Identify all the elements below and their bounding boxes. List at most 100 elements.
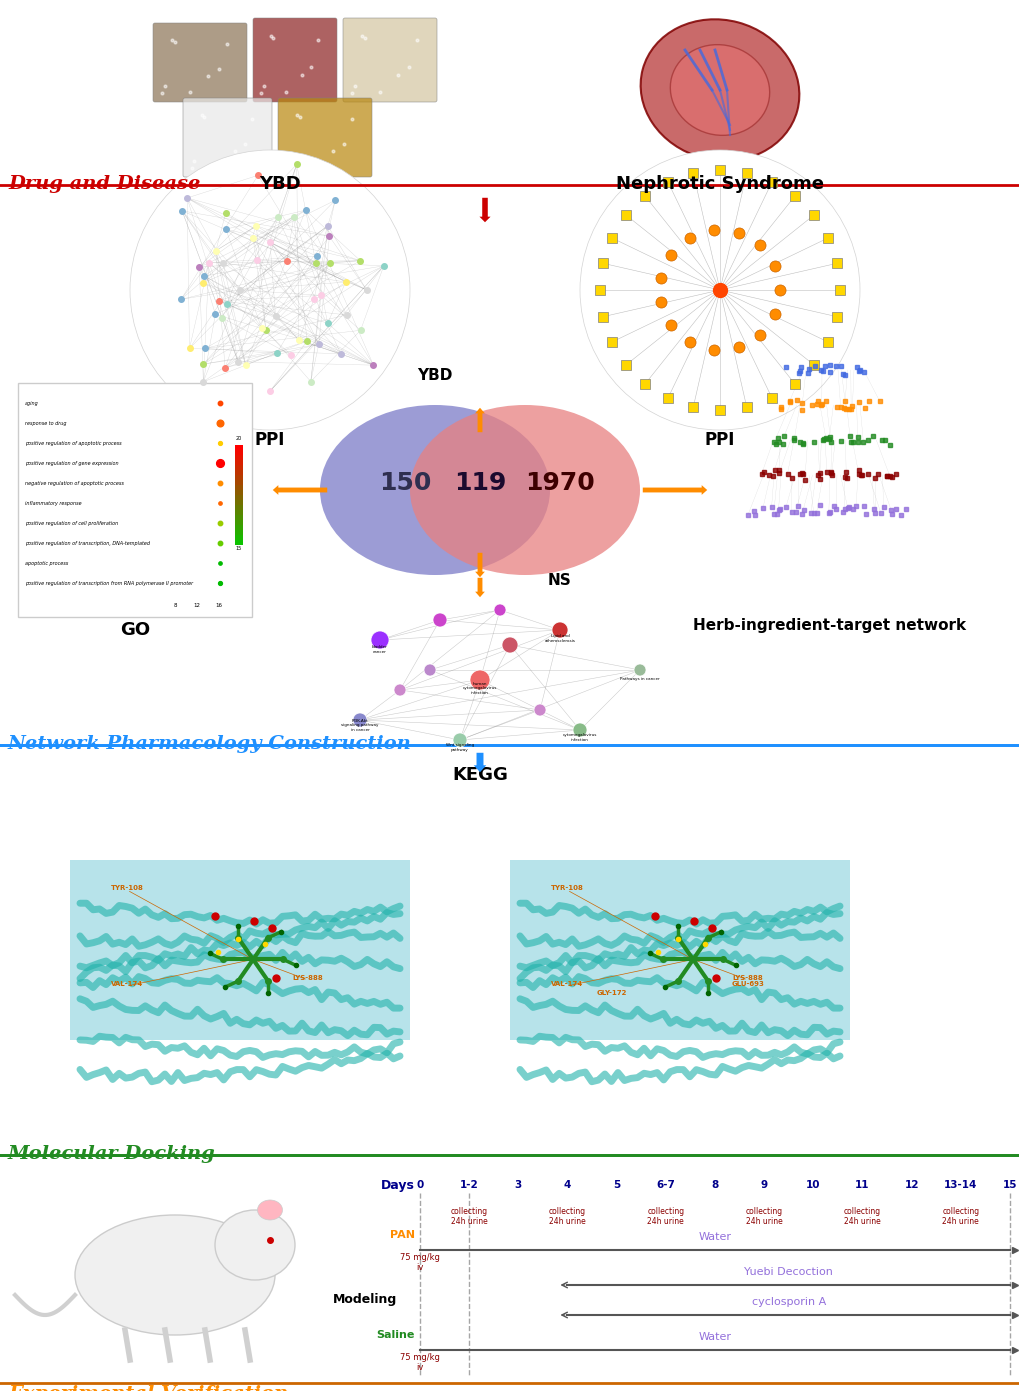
Text: YBD: YBD bbox=[417, 369, 452, 383]
Text: Yuebi Decoction: Yuebi Decoction bbox=[744, 1267, 833, 1277]
Circle shape bbox=[371, 632, 388, 650]
Text: 1970: 1970 bbox=[525, 472, 594, 495]
Ellipse shape bbox=[75, 1214, 275, 1335]
Text: negative regulation of apoptotic process: negative regulation of apoptotic process bbox=[25, 480, 123, 485]
Text: 13-14: 13-14 bbox=[944, 1180, 976, 1189]
Circle shape bbox=[573, 723, 586, 737]
Bar bbox=[234, 515, 243, 520]
Text: 10: 10 bbox=[805, 1180, 819, 1189]
Ellipse shape bbox=[410, 405, 639, 574]
Circle shape bbox=[433, 613, 446, 627]
Text: GLY-172: GLY-172 bbox=[596, 990, 627, 996]
Bar bbox=[234, 474, 243, 480]
Circle shape bbox=[551, 622, 568, 638]
Text: 119: 119 bbox=[453, 472, 505, 495]
Text: 16: 16 bbox=[215, 604, 222, 608]
Text: Nephrotic Syndrome: Nephrotic Syndrome bbox=[615, 175, 823, 193]
Text: Wnt signaling
pathway: Wnt signaling pathway bbox=[445, 743, 474, 753]
Circle shape bbox=[393, 684, 406, 696]
Text: TYR-108: TYR-108 bbox=[110, 885, 144, 892]
FancyBboxPatch shape bbox=[70, 860, 410, 1040]
Circle shape bbox=[353, 714, 367, 727]
Text: Network Pharmacology Construction: Network Pharmacology Construction bbox=[8, 734, 412, 753]
Text: positive regulation of transcription, DNA-templated: positive regulation of transcription, DN… bbox=[25, 541, 150, 545]
Ellipse shape bbox=[669, 45, 769, 135]
FancyBboxPatch shape bbox=[278, 97, 372, 177]
Text: positive regulation of transcription from RNA polymerase II promoter: positive regulation of transcription fro… bbox=[25, 580, 193, 586]
Text: 15: 15 bbox=[235, 547, 242, 551]
Text: 5: 5 bbox=[612, 1180, 620, 1189]
Text: bladder
cancer: bladder cancer bbox=[372, 645, 387, 654]
Text: 11: 11 bbox=[854, 1180, 869, 1189]
Text: collecting
24h urine: collecting 24h urine bbox=[843, 1207, 880, 1227]
Text: Days: Days bbox=[381, 1178, 415, 1192]
Bar bbox=[234, 451, 243, 455]
Bar bbox=[234, 445, 243, 451]
Text: 9: 9 bbox=[760, 1180, 767, 1189]
Circle shape bbox=[452, 733, 467, 747]
Bar bbox=[234, 536, 243, 540]
Text: cyclosporin A: cyclosporin A bbox=[751, 1296, 825, 1308]
Bar bbox=[234, 524, 243, 530]
Text: collecting
24h urine: collecting 24h urine bbox=[450, 1207, 487, 1227]
Text: response to drug: response to drug bbox=[25, 420, 66, 426]
Text: cytomegalovirus
infection: cytomegalovirus infection bbox=[562, 733, 596, 741]
Text: 12: 12 bbox=[194, 604, 201, 608]
Text: LYS-888: LYS-888 bbox=[732, 975, 762, 981]
Text: apoptotic process: apoptotic process bbox=[25, 561, 68, 566]
Text: GLU-693: GLU-693 bbox=[731, 981, 763, 988]
Text: aging: aging bbox=[25, 401, 39, 406]
Text: KEGG: KEGG bbox=[451, 766, 507, 785]
Text: Drug and Disease: Drug and Disease bbox=[8, 175, 200, 193]
Text: collecting
24h urine: collecting 24h urine bbox=[548, 1207, 586, 1227]
Circle shape bbox=[129, 150, 410, 430]
Circle shape bbox=[501, 637, 518, 652]
Text: 6-7: 6-7 bbox=[656, 1180, 675, 1189]
Text: 0: 0 bbox=[416, 1180, 423, 1189]
Text: 8: 8 bbox=[173, 604, 176, 608]
Text: collecting
24h urine: collecting 24h urine bbox=[647, 1207, 684, 1227]
FancyBboxPatch shape bbox=[342, 18, 436, 102]
Bar bbox=[234, 490, 243, 495]
Text: 75 mg/kg
iv: 75 mg/kg iv bbox=[399, 1353, 439, 1373]
Text: 4: 4 bbox=[564, 1180, 571, 1189]
Text: Lipid and
atherosclerosis: Lipid and atherosclerosis bbox=[544, 634, 575, 643]
Text: Pathways in cancer: Pathways in cancer bbox=[620, 677, 659, 682]
Ellipse shape bbox=[640, 19, 799, 161]
Bar bbox=[234, 499, 243, 505]
Circle shape bbox=[580, 150, 859, 430]
Text: PAN: PAN bbox=[389, 1230, 415, 1239]
Text: 8: 8 bbox=[710, 1180, 718, 1189]
Text: collecting
24h urine: collecting 24h urine bbox=[942, 1207, 978, 1227]
FancyBboxPatch shape bbox=[18, 383, 252, 618]
Text: Modeling: Modeling bbox=[332, 1294, 396, 1306]
Text: PPI: PPI bbox=[255, 431, 285, 449]
Circle shape bbox=[470, 670, 489, 690]
Text: 1-2: 1-2 bbox=[460, 1180, 478, 1189]
Text: TYR-108: TYR-108 bbox=[550, 885, 583, 892]
Text: Water: Water bbox=[698, 1333, 731, 1342]
Text: 15: 15 bbox=[1002, 1180, 1016, 1189]
FancyBboxPatch shape bbox=[153, 24, 247, 102]
Bar bbox=[234, 530, 243, 536]
FancyBboxPatch shape bbox=[510, 860, 849, 1040]
Text: NS: NS bbox=[547, 573, 572, 588]
Bar bbox=[234, 470, 243, 474]
Text: positive regulation of apoptotic process: positive regulation of apoptotic process bbox=[25, 441, 121, 445]
Text: inflammatory response: inflammatory response bbox=[25, 501, 82, 505]
Bar bbox=[234, 540, 243, 545]
Bar bbox=[234, 505, 243, 510]
Circle shape bbox=[534, 704, 545, 716]
Bar bbox=[234, 465, 243, 470]
Ellipse shape bbox=[215, 1210, 294, 1280]
Circle shape bbox=[634, 664, 645, 676]
Bar bbox=[234, 485, 243, 490]
Text: YBD: YBD bbox=[259, 175, 301, 193]
Text: Herb-ingredient-target network: Herb-ingredient-target network bbox=[693, 618, 966, 633]
Text: GO: GO bbox=[120, 620, 150, 638]
Text: Experimental Verification: Experimental Verification bbox=[8, 1385, 287, 1391]
Text: LYS-888: LYS-888 bbox=[292, 975, 323, 981]
Bar bbox=[234, 510, 243, 515]
Ellipse shape bbox=[320, 405, 549, 574]
Bar bbox=[234, 480, 243, 485]
